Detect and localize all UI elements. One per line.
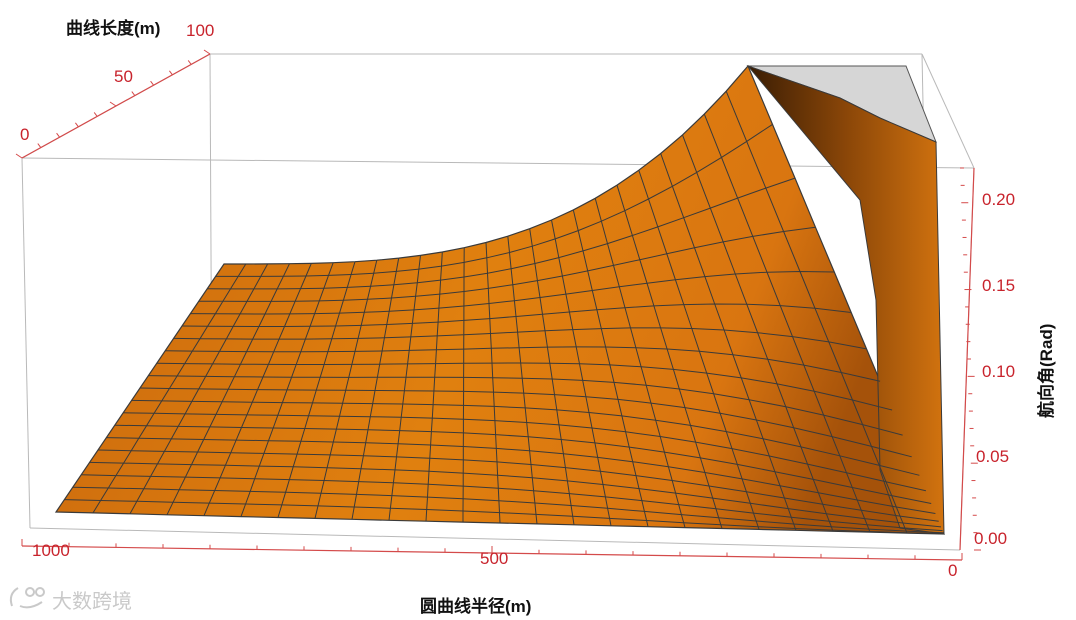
y-tick-label: 0 [20,125,29,144]
mesh-line-length [131,399,920,476]
x-tick-label: 0 [948,561,957,580]
tick-mark [15,153,23,159]
tick-mark [131,91,136,96]
watermark-text: 大数跨境 [52,589,132,613]
y-tick-label: 50 [114,67,133,86]
z-tick-label: 0.15 [982,276,1015,295]
tick-mark [150,80,155,86]
tick-mark [37,143,42,148]
y-tick-labels: 0 50 100 [20,21,214,144]
tick-mark [75,122,79,128]
mesh-line-length [64,499,944,535]
mesh-line-length [165,346,881,382]
mesh-line-length [139,387,912,458]
mesh-line-length [89,461,942,528]
z-tick-label: 0.00 [974,529,1007,548]
logo-icon [9,587,45,609]
mesh-line-length [72,486,944,534]
y-tick-label: 100 [186,21,214,40]
tick-mark [203,49,211,55]
mesh-line-length [106,437,936,514]
mesh-line-length [81,474,943,532]
tick-mark [56,132,60,138]
x-tick-label: 500 [480,549,508,568]
mesh-line-length [156,362,893,411]
tick-mark [109,101,117,107]
z-tick-labels: 0.20 0.15 0.10 0.05 0.00 [974,190,1015,548]
axis-ticks [15,49,981,560]
y-axis-label: 曲线长度(m) [66,18,160,38]
tick-mark [93,112,98,117]
z-tick-label: 0.05 [976,447,1009,466]
z-tick-label: 0.10 [982,362,1015,381]
z-tick-label: 0.20 [982,190,1015,209]
x-axis-label: 圆曲线半径(m) [420,596,531,616]
tick-mark [187,60,192,65]
mesh-line-length [198,226,816,302]
mesh-line-length [114,424,932,504]
surface-wall [746,64,945,535]
mesh-line-length [148,375,903,436]
mesh-line-length [173,327,867,350]
mesh-line-length [190,270,835,315]
mesh-lines [64,91,944,535]
surface [54,64,945,535]
mesh-line-length [181,303,852,327]
tick-mark [168,70,173,76]
mesh-line-length [207,177,796,290]
x-tick-labels: 1000 500 0 [32,541,957,580]
z-axis-label: 航向角(Rad) [1036,324,1056,418]
mesh-line-length [97,449,939,522]
mesh-line-length [215,123,773,277]
mesh-line-length [123,412,927,492]
watermark: 大数跨境 [9,587,132,613]
x-tick-label: 1000 [32,541,70,560]
